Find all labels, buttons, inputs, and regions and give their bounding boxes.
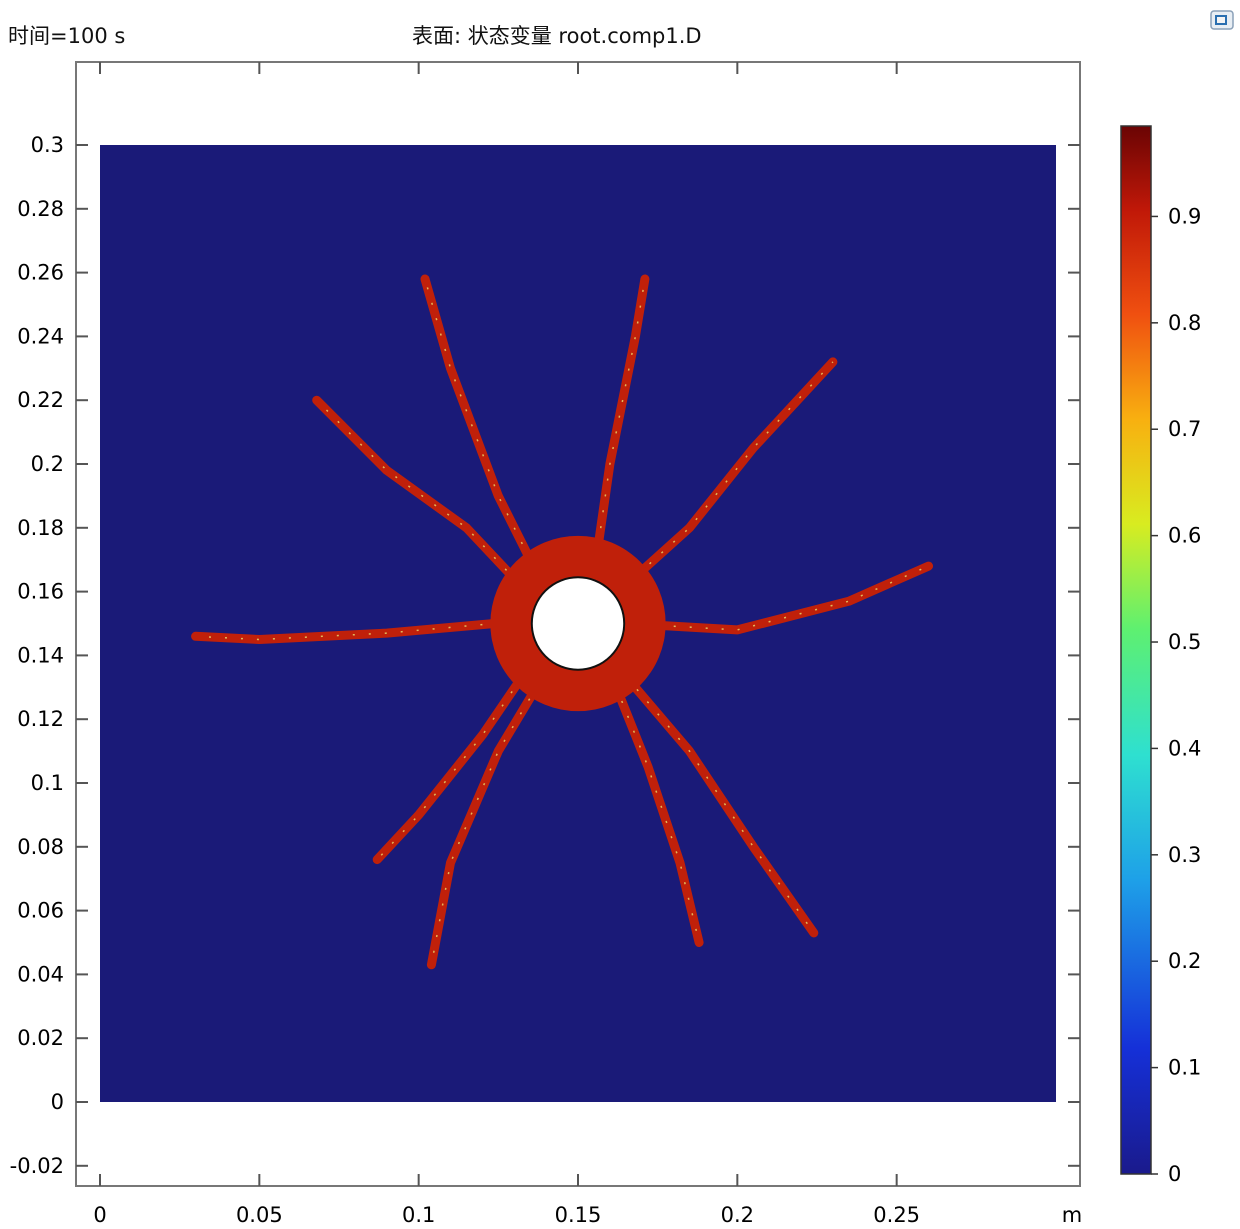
time-label: 时间=100 s (8, 24, 126, 48)
y-tick-label: 0.04 (17, 962, 64, 986)
y-tick-label: 0.2 (31, 452, 64, 476)
y-tick-label: 0.26 (17, 261, 64, 285)
window-icon[interactable] (1208, 6, 1236, 34)
crack-10 (611, 660, 819, 938)
y-tick-label: 0 (51, 1090, 64, 1114)
x-tick-label: 0 (93, 1203, 106, 1227)
crack-8 (372, 660, 535, 865)
crack-9 (605, 666, 704, 947)
crack-edge-4 (593, 278, 646, 576)
colorbar: 0 0.1 0.2 0.3 0.4 0.5 0.6 0.7 0.8 0.9 (1120, 125, 1201, 1186)
crack-7 (426, 666, 551, 970)
y-tick-label: 0.1 (31, 771, 64, 795)
x-tick-label: 0.25 (873, 1203, 920, 1227)
colorbar-tick-label: 0.4 (1168, 736, 1201, 760)
colorbar-gradient (1120, 125, 1152, 1175)
colorbar-tick-label: 0.2 (1168, 949, 1201, 973)
plot-title: 表面: 状态变量 root.comp1.D (412, 24, 702, 48)
colorbar-tick-label: 0.3 (1168, 843, 1201, 867)
colorbar-tick-label: 0.9 (1168, 204, 1201, 228)
y-tick-label: -0.02 (10, 1154, 64, 1178)
x-unit-label: m (1062, 1203, 1082, 1227)
colorbar-tick-label: 0.5 (1168, 630, 1201, 654)
y-tick-label: 0.3 (31, 133, 64, 157)
y-tick-label: 0.08 (17, 835, 64, 859)
x-tick-label: 0.2 (721, 1203, 754, 1227)
colorbar-tick-label: 0.7 (1168, 417, 1201, 441)
y-tick-label: 0.02 (17, 1026, 64, 1050)
y-axis: -0.02 0 0.02 0.04 0.06 0.08 0.1 0.12 0.14 0.16 0.1… (10, 133, 1080, 1178)
y-tick-label: 0.06 (17, 899, 64, 923)
crack-3 (312, 395, 522, 587)
y-tick-label: 0.16 (17, 580, 64, 604)
x-tick-label: 0.1 (402, 1203, 435, 1227)
x-axis: 0 0.05 0.1 0.15 0.2 0.25 (93, 62, 920, 1227)
x-tick-label: 0.05 (236, 1203, 283, 1227)
colorbar-tick-label: 0.8 (1168, 311, 1201, 335)
y-tick-label: 0.28 (17, 197, 64, 221)
y-tick-label: 0.22 (17, 388, 64, 412)
crack-6 (621, 561, 933, 635)
y-tick-label: 0.14 (17, 643, 64, 667)
colorbar-tick-label: 0.6 (1168, 524, 1201, 548)
hole (530, 576, 626, 671)
crack-1 (191, 615, 535, 644)
y-tick-label: 0.12 (17, 707, 64, 731)
x-tick-label: 0.15 (555, 1203, 602, 1227)
colorbar-tick-label: 0.1 (1168, 1056, 1201, 1080)
y-tick-label: 0.18 (17, 516, 64, 540)
y-tick-label: 0.24 (17, 324, 64, 348)
crack-2 (420, 274, 542, 577)
crack-5 (621, 357, 838, 590)
colorbar-tick-label: 0 (1168, 1162, 1181, 1186)
